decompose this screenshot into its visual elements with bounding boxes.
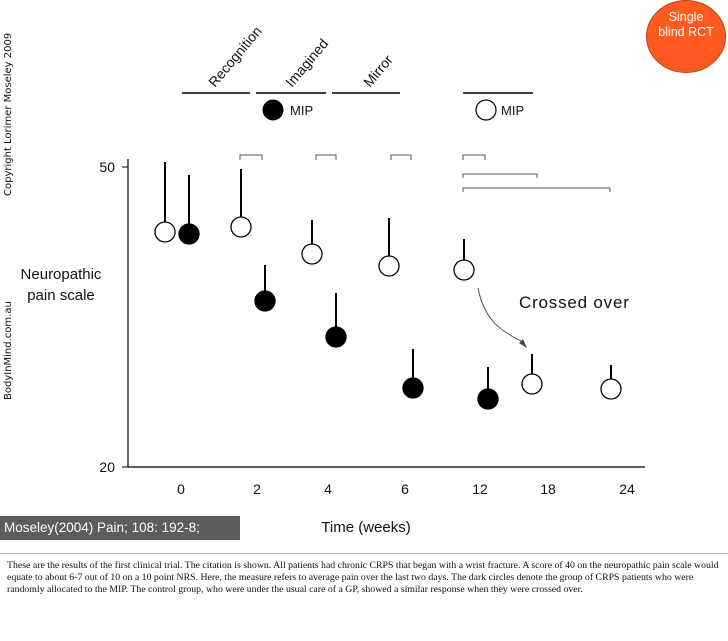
- phase-label: Imagined: [282, 36, 331, 90]
- x-tick-label: 18: [540, 481, 556, 497]
- badge-line-2: blind RCT: [658, 25, 714, 39]
- legend-open-label: MIP: [501, 103, 524, 118]
- open-data-point: [521, 373, 543, 395]
- open-data-point: [600, 378, 622, 400]
- x-tick-label: 24: [619, 481, 635, 497]
- significance-bracket: [390, 154, 412, 160]
- y-tick-label: 20: [99, 459, 115, 475]
- significance-bracket: [462, 154, 486, 160]
- phase-label: Mirror: [360, 51, 396, 90]
- filled-data-point: [254, 290, 276, 312]
- x-tick-label: 12: [472, 481, 488, 497]
- open-data-point: [453, 259, 475, 281]
- legend-open-marker: [475, 99, 497, 121]
- legend-filled-label: MIP: [290, 103, 313, 118]
- study-type-badge: Single blind RCT: [646, 0, 726, 73]
- phase-label: Recognition: [205, 23, 265, 90]
- significance-bracket: [315, 154, 337, 160]
- open-data-point: [378, 255, 400, 277]
- significance-bracket: [462, 173, 538, 178]
- crossed-over-annotation: Crossed over: [519, 293, 630, 312]
- open-data-point: [230, 216, 252, 238]
- open-data-point: [301, 243, 323, 265]
- significance-bracket: [239, 154, 263, 160]
- y-axis-label: pain scale: [27, 287, 95, 304]
- significance-bracket: [462, 187, 611, 192]
- caption: These are the results of the first clini…: [0, 553, 728, 641]
- x-tick-label: 2: [253, 481, 261, 497]
- filled-data-point: [402, 377, 424, 399]
- x-axis-label: Time (weeks): [321, 519, 410, 536]
- citation: Moseley(2004) Pain; 108: 192-8;: [0, 516, 240, 540]
- y-tick-label: 50: [99, 159, 115, 175]
- x-tick-label: 4: [324, 481, 332, 497]
- crossed-over-arrow: [477, 287, 524, 343]
- badge-line-1: Single: [668, 10, 704, 24]
- filled-data-point: [325, 326, 347, 348]
- y-axis-label: Neuropathic: [21, 266, 102, 283]
- legend-filled-marker: [262, 99, 284, 121]
- filled-data-point: [178, 223, 200, 245]
- x-tick-label: 6: [401, 481, 409, 497]
- open-data-point: [154, 221, 176, 243]
- filled-data-point: [477, 388, 499, 410]
- x-tick-label: 0: [177, 481, 185, 497]
- slide: Copyright Lorimer Moseley 2009 BodyInMin…: [0, 0, 726, 540]
- crossed-over-arrowhead: [519, 339, 527, 348]
